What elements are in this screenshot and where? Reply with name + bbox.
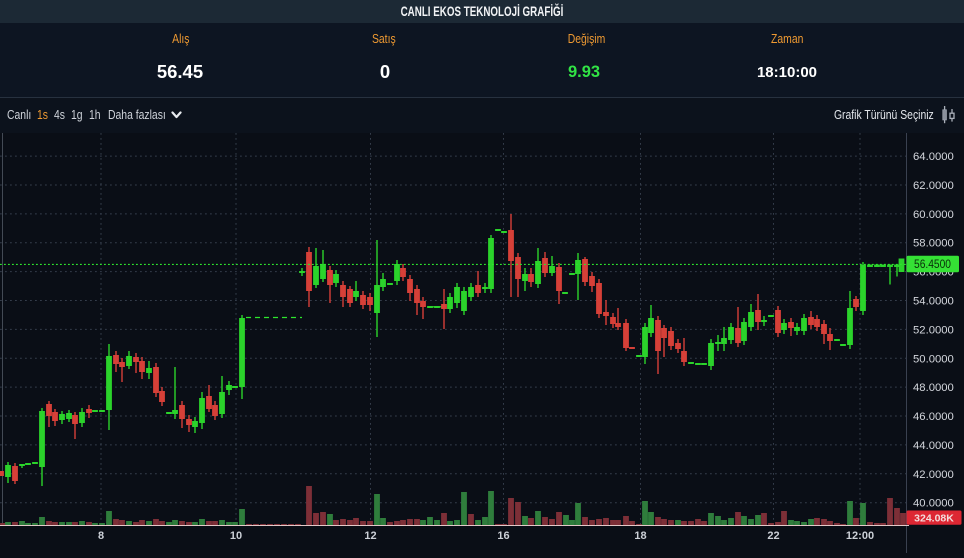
svg-text:40.0000: 40.0000 [913,498,954,510]
svg-text:60.0000: 60.0000 [913,209,954,221]
svg-text:48.0000: 48.0000 [913,382,954,394]
svg-text:52.0000: 52.0000 [913,324,954,336]
svg-text:8: 8 [98,530,104,542]
svg-text:324.08K: 324.08K [914,513,954,525]
svg-text:58.0000: 58.0000 [913,238,954,250]
svg-text:62.0000: 62.0000 [913,180,954,192]
svg-text:42.0000: 42.0000 [913,469,954,481]
svg-text:50.0000: 50.0000 [913,353,954,365]
svg-text:12: 12 [364,530,376,542]
svg-text:16: 16 [497,530,509,542]
svg-text:12:00: 12:00 [846,530,874,542]
svg-text:64.0000: 64.0000 [913,151,954,163]
svg-text:22: 22 [767,530,779,542]
svg-text:46.0000: 46.0000 [913,411,954,423]
svg-text:10: 10 [230,530,242,542]
svg-text:56.4500: 56.4500 [914,259,951,271]
svg-text:18: 18 [634,530,646,542]
svg-text:54.0000: 54.0000 [913,296,954,308]
svg-text:44.0000: 44.0000 [913,440,954,452]
